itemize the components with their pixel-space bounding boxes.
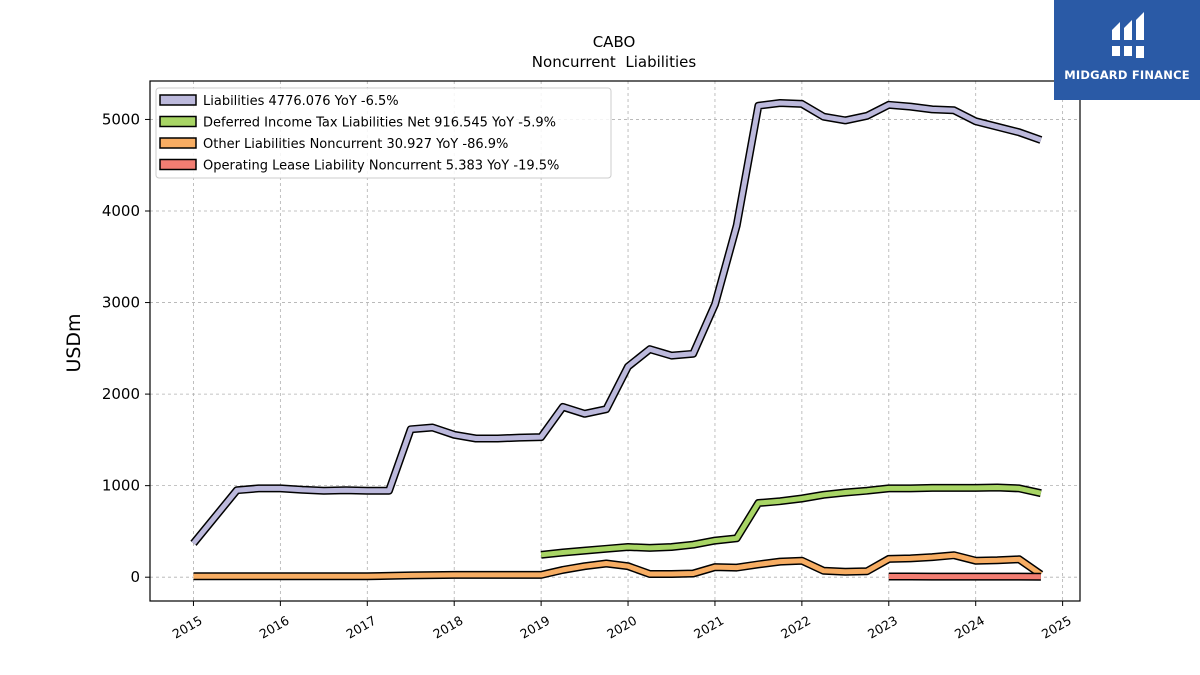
series-line-fill bbox=[191, 100, 1042, 545]
x-tick-label: 2023 bbox=[865, 613, 900, 642]
series-line-fill bbox=[193, 552, 1043, 579]
chart-subtitle: Noncurrent Liabilities bbox=[532, 53, 697, 71]
logo-mark-icon bbox=[1110, 12, 1146, 58]
x-tick-label: 2022 bbox=[778, 613, 813, 642]
series-line bbox=[193, 551, 1044, 581]
legend-swatch bbox=[159, 158, 197, 171]
x-tick-label: 2015 bbox=[170, 613, 205, 642]
series-line bbox=[190, 99, 1043, 546]
y-axis-label: USDm bbox=[63, 313, 85, 372]
x-tick-label: 2020 bbox=[604, 613, 639, 642]
x-tick-label: 2025 bbox=[1039, 613, 1074, 642]
x-tick-label: 2019 bbox=[517, 613, 552, 642]
y-tick-label: 3000 bbox=[102, 294, 140, 312]
legend: Liabilities 4776.076 YoY -6.5% Deferred I… bbox=[155, 87, 612, 179]
series-line-fill bbox=[540, 485, 1042, 558]
y-tick-label: 4000 bbox=[102, 202, 140, 220]
y-tick-label: 2000 bbox=[102, 385, 140, 403]
chart-title: CABO bbox=[593, 33, 636, 51]
plot-frame bbox=[149, 80, 1081, 602]
y-tick-label: 0 bbox=[130, 568, 140, 586]
x-tick-label: 2017 bbox=[344, 613, 379, 642]
x-tick-label: 2016 bbox=[257, 613, 292, 642]
legend-label: Liabilities 4776.076 YoY -6.5% bbox=[203, 94, 399, 109]
x-tick-label: 2021 bbox=[691, 613, 726, 642]
y-tick-label: 5000 bbox=[102, 110, 140, 128]
legend-label: Deferred Income Tax Liabilities Net 916.… bbox=[203, 116, 556, 131]
brand-logo: MIDGARD FINANCE bbox=[1054, 0, 1200, 100]
plot-area bbox=[190, 99, 1044, 581]
legend-swatch bbox=[159, 115, 197, 128]
legend-box bbox=[155, 87, 612, 179]
legend-swatch bbox=[159, 94, 197, 106]
legend-label: Operating Lease Liability Noncurrent 5.3… bbox=[203, 159, 559, 174]
brand-name: MIDGARD FINANCE bbox=[1064, 68, 1190, 82]
x-tick-label: 2024 bbox=[952, 613, 987, 642]
legend-swatch bbox=[159, 137, 197, 149]
legend-label: Other Liabilities Noncurrent 30.927 YoY … bbox=[203, 137, 508, 152]
x-tick-label: 2018 bbox=[430, 613, 465, 642]
series-line bbox=[540, 483, 1042, 559]
y-tick-label: 1000 bbox=[102, 477, 140, 495]
